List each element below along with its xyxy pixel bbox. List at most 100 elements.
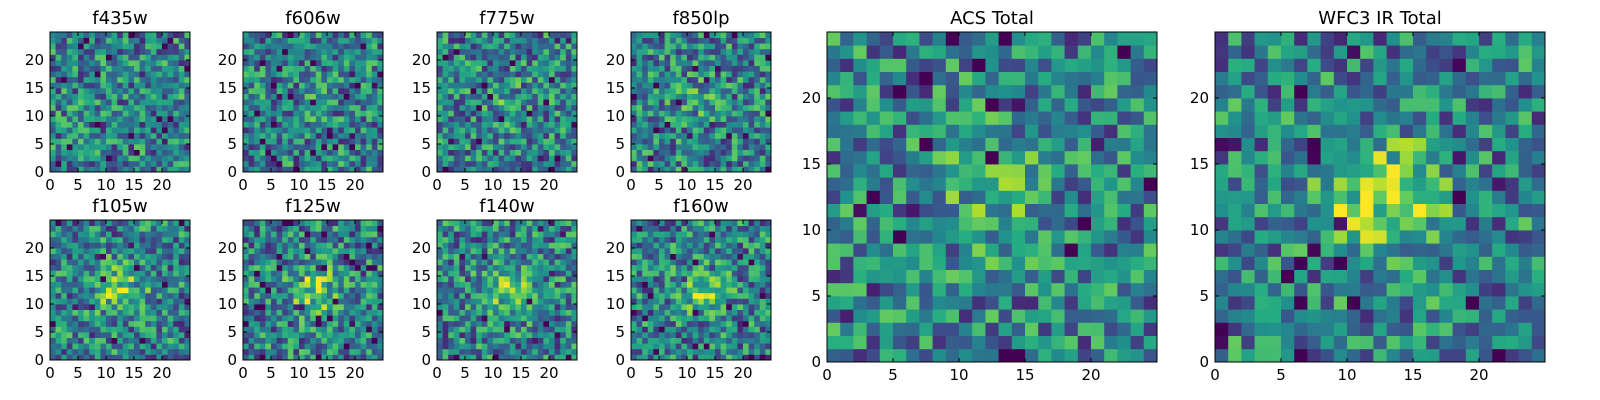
heatmap-cell bbox=[106, 121, 112, 128]
heatmap-cell bbox=[509, 236, 516, 243]
x-tick-label: 5 bbox=[73, 364, 83, 382]
heatmap-cell bbox=[100, 138, 107, 145]
heatmap-cell bbox=[565, 259, 572, 266]
heatmap-cell bbox=[282, 160, 289, 167]
heatmap-cell bbox=[293, 292, 300, 299]
heatmap-cell bbox=[371, 332, 378, 338]
heatmap-cell bbox=[509, 281, 516, 288]
heatmap-cell bbox=[532, 343, 539, 350]
heatmap-cell bbox=[178, 264, 185, 271]
heatmap-cell bbox=[448, 337, 455, 344]
heatmap-cell bbox=[78, 121, 84, 128]
heatmap-cell bbox=[465, 132, 471, 139]
heatmap-cell bbox=[134, 71, 140, 78]
heatmap-cell bbox=[675, 343, 682, 350]
heatmap-cell bbox=[549, 93, 555, 100]
heatmap-cell bbox=[100, 343, 107, 350]
heatmap-cell bbox=[360, 304, 367, 310]
heatmap-cell bbox=[55, 155, 62, 162]
heatmap-cell bbox=[254, 132, 261, 139]
heatmap-cell bbox=[111, 259, 118, 266]
heatmap-cell bbox=[664, 37, 671, 44]
heatmap-cell bbox=[659, 60, 665, 66]
heatmap-cell bbox=[243, 144, 249, 150]
heatmap-cell bbox=[515, 276, 522, 282]
heatmap-cell bbox=[265, 48, 272, 55]
heatmap-cell bbox=[61, 348, 68, 355]
heatmap-cell bbox=[156, 292, 163, 299]
x-tick-label: 5 bbox=[460, 364, 470, 382]
heatmap-cell bbox=[343, 343, 350, 350]
heatmap-cell bbox=[287, 88, 294, 94]
heatmap-cell bbox=[332, 326, 339, 333]
heatmap-cell bbox=[515, 320, 522, 327]
heatmap-cell bbox=[83, 337, 90, 344]
heatmap-cell bbox=[94, 65, 101, 72]
heatmap-cell bbox=[150, 132, 157, 139]
heatmap-cell bbox=[282, 43, 289, 50]
heatmap-cell bbox=[150, 82, 157, 89]
heatmap-cell bbox=[327, 315, 333, 322]
heatmap-cell bbox=[259, 343, 266, 350]
heatmap-cell bbox=[470, 88, 477, 94]
heatmap-cell bbox=[122, 304, 129, 310]
heatmap-cell bbox=[248, 32, 255, 38]
heatmap-cell bbox=[515, 116, 522, 122]
heatmap-cell bbox=[549, 82, 555, 89]
heatmap-cell bbox=[560, 37, 567, 44]
heatmap-cell bbox=[139, 54, 146, 61]
heatmap-cell bbox=[554, 320, 561, 327]
heatmap-cell bbox=[647, 309, 654, 316]
heatmap-cell bbox=[106, 242, 112, 249]
heatmap-cell bbox=[487, 144, 494, 150]
heatmap-cell bbox=[493, 292, 499, 299]
heatmap-cell bbox=[83, 320, 90, 327]
heatmap-cell bbox=[145, 276, 152, 282]
heatmap-cell bbox=[442, 82, 449, 89]
heatmap-cell bbox=[493, 332, 499, 338]
heatmap-cell bbox=[653, 332, 660, 338]
heatmap-cell bbox=[703, 88, 710, 94]
heatmap-cell bbox=[653, 298, 660, 305]
heatmap-cell bbox=[448, 132, 455, 139]
heatmap-cell bbox=[315, 276, 322, 282]
heatmap-cell bbox=[631, 116, 637, 122]
heatmap-cell bbox=[631, 270, 637, 277]
heatmap-cell bbox=[453, 110, 460, 117]
heatmap-cell bbox=[243, 132, 249, 139]
heatmap-cell bbox=[145, 231, 152, 238]
heatmap-cell bbox=[453, 281, 460, 288]
heatmap-cell bbox=[687, 127, 693, 134]
heatmap-cell bbox=[89, 43, 96, 50]
heatmap-cell bbox=[754, 93, 761, 100]
heatmap-cell bbox=[66, 259, 73, 266]
heatmap-cell bbox=[687, 281, 693, 288]
heatmap-cell bbox=[437, 292, 443, 299]
heatmap-cell bbox=[299, 138, 305, 145]
heatmap-cell bbox=[675, 116, 682, 122]
heatmap-cell bbox=[134, 127, 140, 134]
heatmap-cell bbox=[571, 320, 578, 327]
heatmap-cell bbox=[66, 82, 73, 89]
heatmap-cell bbox=[315, 149, 322, 156]
heatmap-cell bbox=[481, 121, 488, 128]
heatmap-cell bbox=[670, 65, 677, 72]
heatmap-cell bbox=[726, 116, 733, 122]
x-tick-label: 15 bbox=[124, 364, 143, 382]
heatmap-cell bbox=[681, 332, 688, 338]
heatmap-cell bbox=[470, 32, 477, 38]
panel-title: f850lp bbox=[672, 8, 729, 29]
heatmap-cell bbox=[243, 149, 249, 156]
heatmap-cell bbox=[282, 127, 289, 134]
heatmap-cell bbox=[72, 32, 79, 38]
heatmap-cell bbox=[560, 304, 567, 310]
heatmap-cell bbox=[565, 225, 572, 232]
heatmap-cell bbox=[465, 149, 471, 156]
heatmap-cell bbox=[299, 43, 305, 50]
heatmap-cell bbox=[178, 281, 185, 288]
heatmap-cell bbox=[526, 43, 533, 50]
heatmap-cell bbox=[670, 43, 677, 50]
heatmap-cell bbox=[453, 104, 460, 111]
heatmap-cell bbox=[355, 231, 361, 238]
heatmap-cell bbox=[377, 99, 384, 106]
